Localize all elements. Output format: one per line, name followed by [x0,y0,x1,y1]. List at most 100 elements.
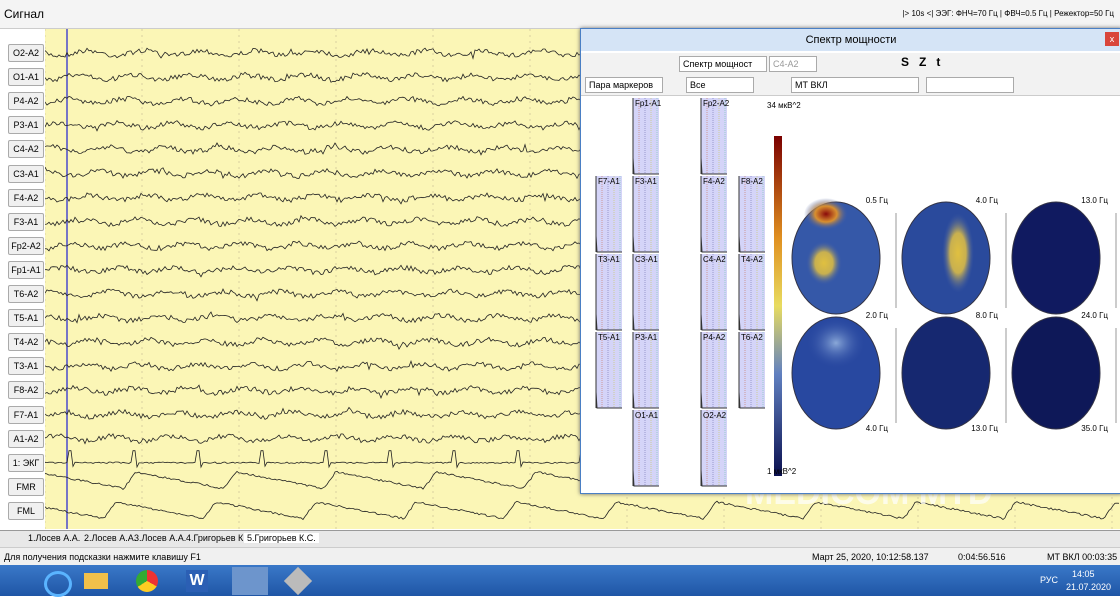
spectrum-label: T4-A2 [741,255,763,264]
channel-select[interactable]: C4-A2 [769,56,817,72]
clock-time: 14:05 [1072,569,1095,579]
filter-select[interactable]: Все [686,77,754,93]
spectrum-band [739,332,765,408]
spectrum-band [633,254,659,330]
spectrum-band [596,254,622,330]
spectrum-band [633,98,659,174]
screen: Сигнал |> 10s <| ЭЭГ: ФНЧ=70 Гц | ФВЧ=0.… [0,0,1120,596]
spectrum-band [596,176,622,252]
window-title: Сигнал [4,7,44,21]
spectrum-band [633,332,659,408]
mt-select[interactable]: МТ ВКЛ [791,77,919,93]
spectrum-band [701,254,727,330]
channel-label[interactable]: 1: ЭКГ [8,454,44,472]
channel-label[interactable]: T5-A1 [8,309,44,327]
spectrum-label: C3-A1 [635,255,658,264]
channel-label[interactable]: T3-A1 [8,357,44,375]
status-bar: Для получения подсказки нажмите клавишу … [0,547,1120,566]
chrome-icon[interactable] [136,570,158,592]
spectrum-label: O2-A2 [703,411,727,420]
spectrum-band [701,98,727,174]
hotspot [804,198,848,230]
lang[interactable]: РУС [1040,575,1058,585]
spectrum-titlebar: Спектр мощности x [581,29,1120,51]
channel-label[interactable]: FML [8,502,44,520]
spectrum-label: P3-A1 [635,333,658,342]
channel-label[interactable]: C3-A1 [8,165,44,183]
tab[interactable]: 5.Григорьев К.С. [244,533,319,543]
scale-min: 1 мкВ^2 [767,467,797,476]
markers-select[interactable]: Пара маркеров [585,77,663,93]
app-icon[interactable] [232,567,268,595]
freq-label: 8.0 Гц [976,311,999,320]
spectrum-band [701,176,727,252]
channel-label[interactable]: FMR [8,478,44,496]
tab[interactable]: 1.Лосев А.А. [28,533,80,543]
tool-icon[interactable] [284,567,312,595]
toolbar-button[interactable]: t [936,55,940,69]
spectrum-band [701,332,727,408]
tab[interactable]: 2.Лосев А.А. [84,533,136,543]
toolbar-button[interactable]: Z [919,55,926,69]
hotspot [942,213,974,293]
spectrum-label: Fp1-A1 [635,99,662,108]
channel-label[interactable]: A1-A2 [8,430,44,448]
taskbar: W РУС 14:05 21.07.2020 [0,565,1120,596]
spectrum-band [596,332,622,408]
spectrum-label: F4-A2 [703,177,725,186]
channel-label[interactable]: C4-A2 [8,140,44,158]
tab-bar: 1.Лосев А.А.2.Лосев А.А.3.Лосев А.А.4.Гр… [0,530,1120,547]
scale-max: 34 мкВ^2 [767,101,801,110]
freq-label: 4.0 Гц [976,196,999,205]
filter-info: |> 10s <| ЭЭГ: ФНЧ=70 Гц | ФВЧ=0.5 Гц | … [902,9,1114,18]
empty-select[interactable] [926,77,1014,93]
spectrum-label: T6-A2 [741,333,763,342]
close-button[interactable]: x [1105,32,1119,46]
spectrum-label: T3-A1 [598,255,620,264]
spectrum-label: T5-A1 [598,333,620,342]
spectrum-label: F3-A1 [635,177,657,186]
ie-icon[interactable] [44,571,72,597]
mode-select[interactable]: Спектр мощност [679,56,767,72]
spectrum-label: O1-A1 [635,411,659,420]
channel-label[interactable]: P4-A2 [8,92,44,110]
channel-label[interactable]: P3-A1 [8,116,44,134]
spectrum-band [739,254,765,330]
channel-label[interactable]: F3-A1 [8,213,44,231]
freq-label: 4.0 Гц [866,424,889,433]
spectrum-label: F8-A2 [741,177,763,186]
freq-label: 24.0 Гц [1081,311,1108,320]
title-bar: Сигнал |> 10s <| ЭЭГ: ФНЧ=70 Гц | ФВЧ=0.… [0,0,1120,29]
head-map [1012,317,1100,429]
channel-label[interactable]: O2-A2 [8,44,44,62]
spectrum-band [633,410,659,486]
channel-label[interactable]: T4-A2 [8,333,44,351]
spectrum-band [633,176,659,252]
channel-label[interactable]: Fp1-A1 [8,261,44,279]
spectrum-label: C4-A2 [703,255,726,264]
hint: Для получения подсказки нажмите клавишу … [4,552,201,562]
channel-label[interactable]: F8-A2 [8,381,44,399]
mt-status: МТ ВКЛ 00:03:35 [1047,552,1117,562]
clock-date: 21.07.2020 [1066,582,1111,592]
spectrum-label: P4-A2 [703,333,726,342]
channel-label[interactable]: T6-A2 [8,285,44,303]
explorer-icon[interactable] [84,573,108,589]
freq-label: 13.0 Гц [1081,196,1108,205]
channel-label[interactable]: Fp2-A2 [8,237,44,255]
channel-label[interactable]: F4-A2 [8,189,44,207]
channel-label[interactable]: O1-A1 [8,68,44,86]
spectrum-window: Спектр мощности x Спектр мощност C4-A2 S… [580,28,1120,494]
freq-label: 2.0 Гц [866,311,889,320]
toolbar-button[interactable]: S [901,55,909,69]
spectrum-label: Fp2-A2 [703,99,730,108]
freq-label: 13.0 Гц [971,424,998,433]
word-icon[interactable]: W [186,570,208,592]
freq-label: 0.5 Гц [866,196,889,205]
tab[interactable]: 3.Лосев А.А. [134,533,186,543]
spectrum-band [739,176,765,252]
colorbar [774,136,782,476]
channel-label[interactable]: F7-A1 [8,406,44,424]
